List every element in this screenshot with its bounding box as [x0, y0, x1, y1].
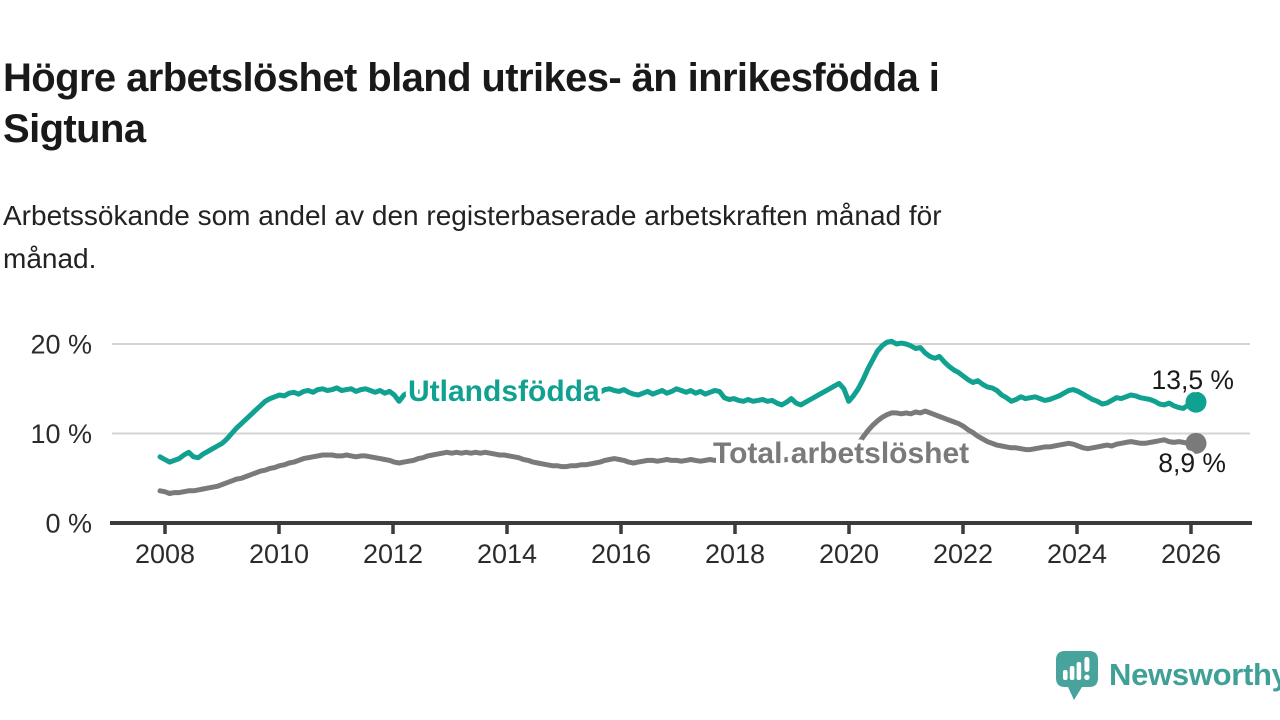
series-label-total: Total arbetslöshet: [713, 437, 969, 470]
x-tick-label-2016: 2016: [591, 539, 651, 569]
x-tick-label-2026: 2026: [1161, 539, 1221, 569]
y-tick-label-0: 0 %: [45, 509, 92, 539]
x-tick-label-2020: 2020: [819, 539, 879, 569]
series-label-utlandsfodda: Utlandsfödda: [408, 375, 600, 408]
chart-title-line-2: Sigtuna: [3, 106, 146, 151]
exclamation-bar: [1084, 657, 1090, 672]
exclamation-dot: [1084, 674, 1090, 680]
end-value-label-total: 8,9 %: [1158, 448, 1226, 478]
newsworthy-logo-icon: [1056, 651, 1098, 700]
chart-subtitle-line-2: månad.: [3, 243, 97, 274]
end-value-label-utlandsfodda: 13,5 %: [1151, 365, 1234, 395]
bar-1: [1063, 670, 1068, 680]
chart-subtitle-line-1: Arbetssökande som andel av den registerb…: [3, 200, 942, 231]
series-line-utlandsfodda: [157, 338, 1196, 465]
x-tick-label-2008: 2008: [135, 539, 195, 569]
end-dot-total: [1185, 432, 1207, 454]
bar-2: [1069, 666, 1075, 680]
x-tick-label-2024: 2024: [1047, 539, 1107, 569]
series-line-total: [157, 408, 1196, 496]
x-tick-label-2012: 2012: [363, 539, 423, 569]
x-tick-label-2010: 2010: [249, 539, 309, 569]
x-tick-label-2018: 2018: [705, 539, 765, 569]
x-tick-label-2014: 2014: [477, 539, 537, 569]
y-tick-label-20: 20 %: [30, 330, 92, 360]
y-tick-label-10: 10 %: [30, 419, 92, 449]
brand-footer: Newsworthy: [1054, 648, 1280, 702]
chart-subtitle: Arbetssökande som andel av den registerb…: [3, 194, 942, 280]
chart-title-line-1: Högre arbetslöshet bland utrikes- än inr…: [3, 55, 940, 100]
end-dot-utlandsfodda: [1185, 391, 1207, 413]
x-tick-label-2022: 2022: [933, 539, 993, 569]
brand-name: Newsworthy: [1109, 657, 1280, 692]
bar-3: [1076, 662, 1082, 680]
chart-title: Högre arbetslöshet bland utrikes- än inr…: [3, 53, 940, 155]
